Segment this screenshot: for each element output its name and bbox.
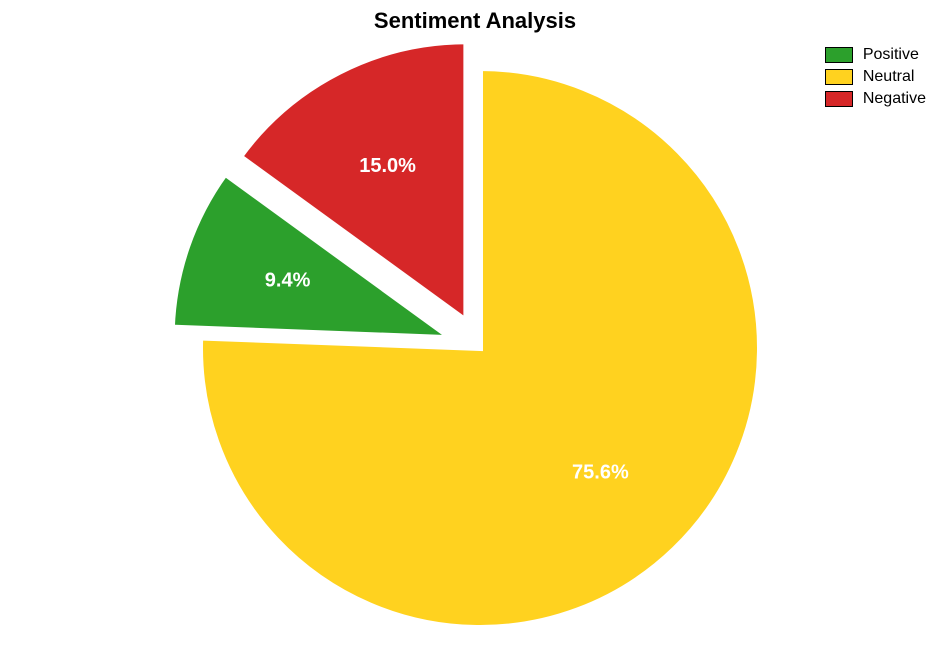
pie-label-neutral: 75.6%	[572, 461, 629, 483]
legend-item-neutral: Neutral	[825, 68, 926, 86]
pie-svg: 15.0% 9.4% 75.6%	[0, 0, 950, 662]
legend-swatch-negative	[825, 91, 853, 107]
legend-label-positive: Positive	[863, 46, 919, 64]
legend-item-negative: Negative	[825, 90, 926, 108]
legend-swatch-positive	[825, 47, 853, 63]
legend: Positive Neutral Negative	[825, 46, 926, 112]
pie-label-positive: 9.4%	[265, 270, 311, 292]
legend-label-neutral: Neutral	[863, 68, 915, 86]
legend-swatch-neutral	[825, 69, 853, 85]
legend-item-positive: Positive	[825, 46, 926, 64]
sentiment-pie-chart: Sentiment Analysis 15.0%9.4%75.6% Positi…	[0, 0, 950, 662]
legend-label-negative: Negative	[863, 90, 926, 108]
pie-label-negative: 15.0%	[359, 155, 416, 177]
